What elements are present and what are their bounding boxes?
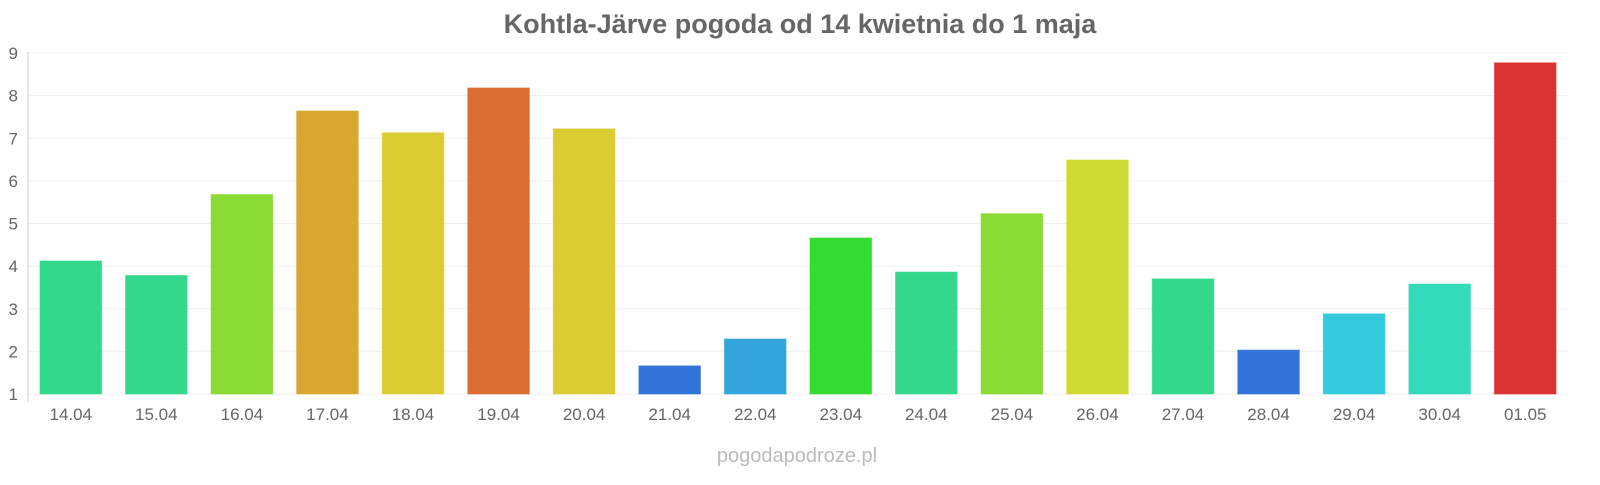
bar-26.04[interactable] <box>1066 159 1129 395</box>
x-tick-label: 30.04 <box>1418 405 1461 424</box>
bar-17.04[interactable] <box>296 110 359 395</box>
x-tick-label: 17.04 <box>306 405 349 424</box>
y-tick-label: 9 <box>9 44 18 63</box>
x-tick-label: 16.04 <box>221 405 264 424</box>
y-tick-label: 2 <box>9 342 18 361</box>
bar-25.04[interactable] <box>980 213 1044 395</box>
y-tick-label: 3 <box>9 300 18 319</box>
x-tick-label: 18.04 <box>392 405 435 424</box>
x-tick-label: 01.05 <box>1504 405 1547 424</box>
bar-16.04[interactable] <box>210 194 274 395</box>
x-tick-label: 14.04 <box>50 405 93 424</box>
bar-15.04[interactable] <box>125 275 188 395</box>
bar-28.04[interactable] <box>1237 349 1300 395</box>
x-tick-label: 24.04 <box>905 405 948 424</box>
y-tick-label: 4 <box>9 257 18 276</box>
x-tick-label: 21.04 <box>648 405 691 424</box>
y-tick-label: 6 <box>9 172 18 191</box>
bar-22.04[interactable] <box>723 338 787 395</box>
bar-21.04[interactable] <box>638 365 701 395</box>
x-tick-label: 27.04 <box>1162 405 1205 424</box>
bar-30.04[interactable] <box>1408 283 1471 395</box>
chart-title: Kohtla-Järve pogoda od 14 kwietnia do 1 … <box>504 9 1098 39</box>
x-tick-label: 20.04 <box>563 405 606 424</box>
watermark: pogodapodroze.pl <box>717 445 877 467</box>
x-tick-label: 22.04 <box>734 405 777 424</box>
y-tick-label: 7 <box>9 129 18 148</box>
x-tick-label: 23.04 <box>820 405 863 424</box>
x-tick-label: 19.04 <box>477 405 520 424</box>
bar-14.04[interactable] <box>39 260 103 395</box>
x-tick-label: 25.04 <box>991 405 1034 424</box>
bar-24.04[interactable] <box>895 271 958 395</box>
y-tick-label: 8 <box>9 87 18 106</box>
x-tick-label: 26.04 <box>1076 405 1119 424</box>
bar-27.04[interactable] <box>1151 278 1215 395</box>
bar-01.05[interactable] <box>1493 62 1557 395</box>
x-tick-label: 15.04 <box>135 405 178 424</box>
bar-20.04[interactable] <box>552 128 616 395</box>
y-tick-label: 1 <box>9 385 18 404</box>
bar-29.04[interactable] <box>1322 313 1386 395</box>
bar-19.04[interactable] <box>467 87 530 395</box>
x-tick-label: 29.04 <box>1333 405 1376 424</box>
y-tick-label: 5 <box>9 215 18 234</box>
bar-18.04[interactable] <box>381 132 445 395</box>
x-tick-label: 28.04 <box>1247 405 1290 424</box>
bar-23.04[interactable] <box>809 237 873 395</box>
